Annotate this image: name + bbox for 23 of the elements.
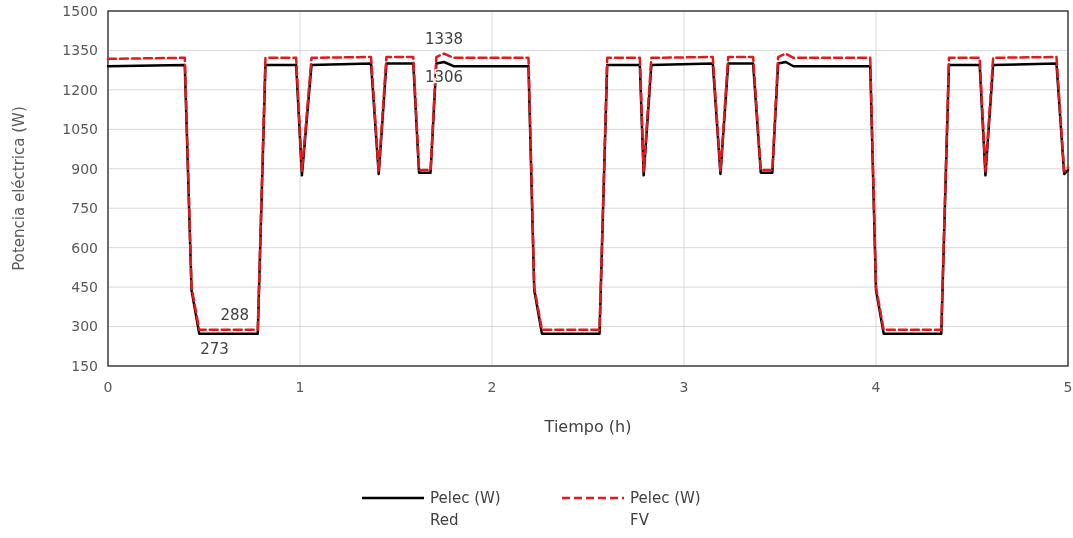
y-tick-label: 900 — [71, 160, 98, 177]
x-tick-label: 5 — [1063, 379, 1073, 395]
y-tick-label: 750 — [71, 200, 98, 217]
x-tick-label: 0 — [103, 379, 113, 395]
y-tick-label: 1500 — [62, 2, 98, 19]
y-tick-label: 600 — [71, 239, 98, 256]
y-tick-label: 300 — [71, 318, 98, 335]
y-tick-label: 150 — [71, 357, 98, 374]
x-axis-title: Tiempo (h) — [543, 417, 632, 436]
x-tick-label: 1 — [295, 379, 305, 395]
y-axis-title: Potencia eléctrica (W) — [10, 106, 28, 271]
x-tick-label: 4 — [871, 379, 881, 395]
y-tick-label: 450 — [71, 279, 98, 296]
annotation: 1338 — [424, 29, 464, 48]
annotation: 273 — [200, 339, 229, 358]
x-tick-label: 3 — [679, 379, 689, 395]
annotation: 288 — [220, 305, 250, 324]
y-tick-label: 1350 — [62, 42, 98, 59]
y-tick-label: 1200 — [62, 81, 98, 98]
y-tick-label: 1050 — [62, 121, 98, 138]
legend-label: Pelec (W) Red — [430, 489, 501, 529]
legend-label: Pelec (W) FV — [630, 489, 701, 529]
x-tick-label: 2 — [487, 379, 497, 395]
